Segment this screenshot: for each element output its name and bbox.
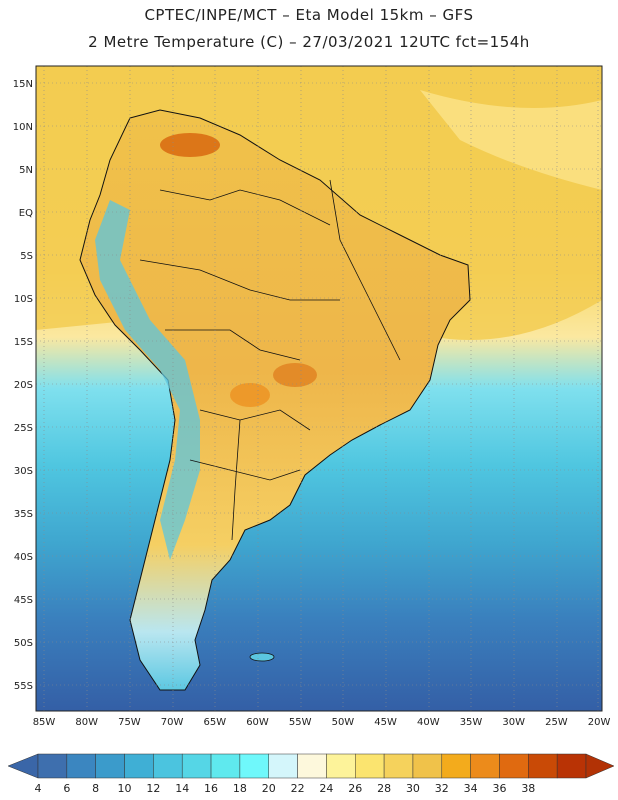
longitude-labels: 85W 80W 75W 70W 65W 60W 55W 50W 45W 40W 35W 30W 25W 2… xyxy=(33,717,611,728)
colorbar-swatch xyxy=(66,753,96,779)
colorbar-over-arrow xyxy=(585,753,615,779)
lon-label: 30W xyxy=(502,717,525,728)
colorbar xyxy=(7,753,615,779)
lon-label: 85W xyxy=(33,717,56,728)
colorbar-swatch xyxy=(412,753,443,779)
colorbar-swatch xyxy=(210,753,241,779)
colorbar-swatch xyxy=(95,753,125,779)
colorbar-swatch xyxy=(268,753,298,779)
lon-label: 25W xyxy=(545,717,568,728)
lat-label: 5S xyxy=(20,251,33,262)
hot-spot-pantanal xyxy=(273,363,317,387)
latitude-labels: 15N 10N 5N EQ 5S 10S 15S 20S 25S 30S 35S 40S 45S 50S 5… xyxy=(13,79,33,692)
colorbar-tick-label: 18 xyxy=(232,782,247,795)
lat-label: 40S xyxy=(14,552,33,563)
map-title-line-1: CPTEC/INPE/MCT – Eta Model 15km – GFS xyxy=(144,6,474,24)
lat-label: 55S xyxy=(14,681,33,692)
lon-label: 20W xyxy=(588,717,611,728)
colorbar-tick-label: 26 xyxy=(348,782,363,795)
colorbar-tick-label: 30 xyxy=(405,782,420,795)
lat-label: 20S xyxy=(14,380,33,391)
colorbar-tick-label: 34 xyxy=(463,782,478,795)
colorbar-swatch xyxy=(181,753,212,779)
lon-label: 75W xyxy=(118,717,141,728)
colorbar-tick-label: 8 xyxy=(92,782,100,795)
lon-label: 60W xyxy=(246,717,269,728)
colorbar-tick-label: 36 xyxy=(492,782,507,795)
colorbar-tick-label: 10 xyxy=(117,782,132,795)
colorbar-swatch xyxy=(124,753,154,779)
colorbar-tick-label: 22 xyxy=(290,782,305,795)
lon-label: 45W xyxy=(374,717,397,728)
colorbar-tick-label: 14 xyxy=(175,782,190,795)
colorbar-tick-label: 28 xyxy=(377,782,392,795)
colorbar-swatch xyxy=(153,753,183,779)
lat-label: 15S xyxy=(14,337,33,348)
lon-label: 65W xyxy=(203,717,226,728)
colorbar-tick-label: 4 xyxy=(34,782,42,795)
lat-label: 10S xyxy=(14,294,33,305)
colorbar-tick-label: 12 xyxy=(146,782,161,795)
lat-label: 50S xyxy=(14,638,33,649)
falkland-islands xyxy=(249,652,275,662)
lon-label: 35W xyxy=(460,717,483,728)
colorbar-swatch xyxy=(239,753,269,779)
colorbar-swatch xyxy=(470,753,500,779)
colorbar-tick-label: 32 xyxy=(434,782,449,795)
colorbar-under-arrow xyxy=(7,753,39,779)
lat-label: 35S xyxy=(14,509,33,520)
colorbar-swatch xyxy=(383,753,414,779)
colorbar-swatch xyxy=(499,753,529,779)
lon-label: 55W xyxy=(289,717,312,728)
colorbar-swatch xyxy=(326,753,356,779)
lat-label: 30S xyxy=(14,466,33,477)
map-title-line-2: 2 Metre Temperature (C) – 27/03/2021 12U… xyxy=(88,33,530,51)
country-borders xyxy=(139,179,401,541)
colorbar-swatch xyxy=(355,753,385,779)
lat-label: 10N xyxy=(13,122,33,133)
lon-label: 40W xyxy=(417,717,440,728)
colorbar-tick-label: 24 xyxy=(319,782,334,795)
colorbar-tick-label: 38 xyxy=(521,782,536,795)
lat-label: 45S xyxy=(14,595,33,606)
lat-label: EQ xyxy=(19,208,33,219)
lat-label: 15N xyxy=(13,79,33,90)
colorbar-tick-label: 6 xyxy=(63,782,71,795)
colorbar-swatch xyxy=(297,753,327,779)
colorbar-swatch xyxy=(528,753,558,779)
colorbar-swatch xyxy=(37,753,68,779)
hot-spot-north xyxy=(160,133,220,157)
colorbar-swatch xyxy=(441,753,471,779)
lat-label: 5N xyxy=(19,165,33,176)
colorbar-tick-label: 20 xyxy=(261,782,276,795)
colorbar-tick-label: 16 xyxy=(204,782,219,795)
pale-yellow-band xyxy=(420,90,602,190)
lon-label: 50W xyxy=(332,717,355,728)
hot-spot-chaco xyxy=(230,383,270,407)
lon-label: 70W xyxy=(161,717,184,728)
map-frame xyxy=(35,65,603,712)
lon-label: 80W xyxy=(75,717,98,728)
colorbar-swatch xyxy=(556,753,587,779)
andes-cold-strip xyxy=(95,200,200,560)
lat-label: 25S xyxy=(14,423,33,434)
